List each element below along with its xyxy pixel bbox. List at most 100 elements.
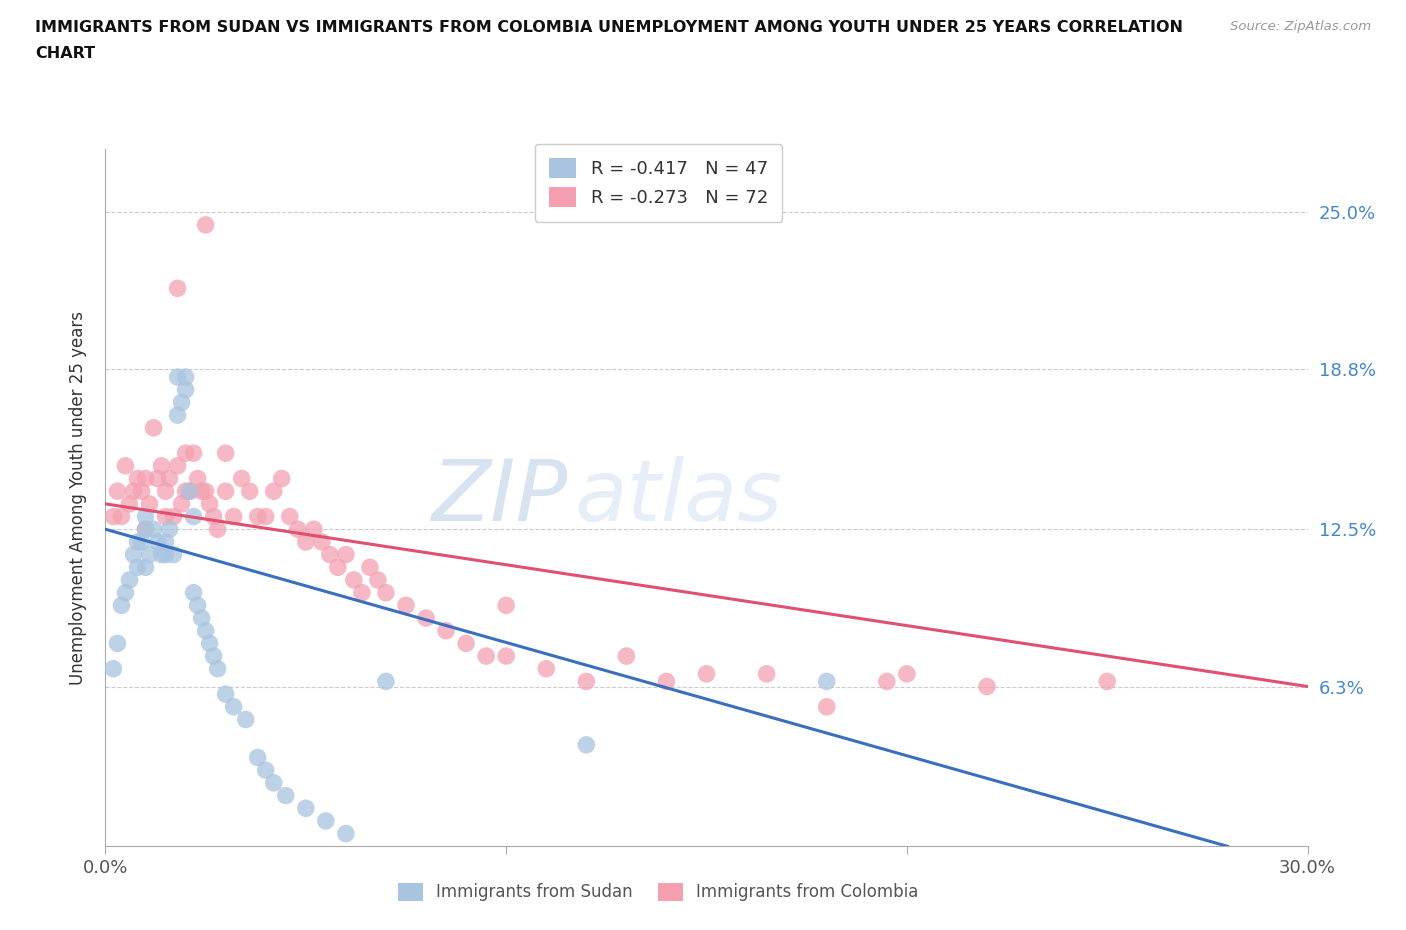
Point (896, 667, 918, 682)
Point (110, 509, 132, 524)
Point (815, 674, 838, 689)
Point (231, 472, 253, 486)
Point (575, 674, 598, 689)
Point (295, 801, 318, 816)
Point (190, 611, 212, 626)
Point (162, 547, 184, 562)
Point (616, 648, 638, 663)
Point (755, 667, 778, 682)
Point (395, 598, 418, 613)
Point (179, 484, 201, 498)
Point (118, 573, 141, 588)
Point (214, 484, 236, 498)
Point (138, 547, 160, 562)
Point (122, 547, 145, 562)
Point (155, 509, 177, 524)
Point (319, 547, 342, 562)
Point (194, 623, 217, 638)
Point (278, 509, 301, 524)
Point (155, 547, 177, 562)
Point (159, 522, 181, 537)
Point (198, 497, 221, 512)
Point (335, 826, 357, 841)
Point (170, 497, 193, 512)
Point (155, 535, 177, 550)
Point (190, 484, 212, 498)
Point (103, 509, 125, 524)
Point (207, 522, 229, 537)
Point (696, 667, 718, 682)
Point (174, 445, 197, 460)
Point (495, 598, 517, 613)
Point (359, 560, 381, 575)
Point (150, 458, 173, 473)
Point (146, 472, 169, 486)
Point (263, 484, 285, 498)
Point (246, 751, 269, 765)
Point (976, 679, 998, 694)
Point (159, 472, 181, 486)
Point (194, 484, 217, 498)
Point (146, 535, 169, 550)
Point (415, 611, 437, 626)
Point (166, 281, 188, 296)
Point (326, 560, 349, 575)
Point (311, 535, 333, 550)
Point (114, 585, 136, 600)
Point (295, 535, 318, 550)
Point (198, 636, 221, 651)
Point (222, 699, 245, 714)
Point (135, 560, 157, 575)
Point (287, 522, 309, 537)
Point (187, 598, 209, 613)
Point (202, 509, 225, 524)
Point (367, 573, 389, 588)
Point (246, 509, 269, 524)
Point (183, 509, 205, 524)
Point (194, 218, 217, 232)
Point (174, 369, 197, 384)
Point (110, 598, 132, 613)
Point (202, 648, 225, 663)
Point (135, 509, 157, 524)
Point (575, 737, 598, 752)
Text: ZIP: ZIP (432, 456, 568, 539)
Point (131, 484, 153, 498)
Point (166, 458, 188, 473)
Point (235, 712, 257, 727)
Point (155, 484, 177, 498)
Point (239, 484, 262, 498)
Point (162, 509, 184, 524)
Point (214, 445, 236, 460)
Point (214, 686, 236, 701)
Point (254, 763, 277, 777)
Point (274, 788, 297, 803)
Point (374, 585, 398, 600)
Point (350, 585, 373, 600)
Point (655, 674, 678, 689)
Point (174, 382, 197, 397)
Point (135, 522, 157, 537)
Point (222, 509, 245, 524)
Point (107, 484, 129, 498)
Point (179, 484, 201, 498)
Point (138, 497, 160, 512)
Point (118, 497, 141, 512)
Point (207, 661, 229, 676)
Point (142, 420, 165, 435)
Point (142, 522, 165, 537)
Point (127, 560, 149, 575)
Point (114, 458, 136, 473)
Point (170, 395, 193, 410)
Point (127, 472, 149, 486)
Point (815, 699, 838, 714)
Point (127, 535, 149, 550)
Point (166, 369, 188, 384)
Text: Source: ZipAtlas.com: Source: ZipAtlas.com (1230, 20, 1371, 33)
Point (343, 573, 366, 588)
Point (254, 509, 277, 524)
Point (187, 472, 209, 486)
Point (876, 674, 898, 689)
Point (374, 674, 398, 689)
Point (131, 535, 153, 550)
